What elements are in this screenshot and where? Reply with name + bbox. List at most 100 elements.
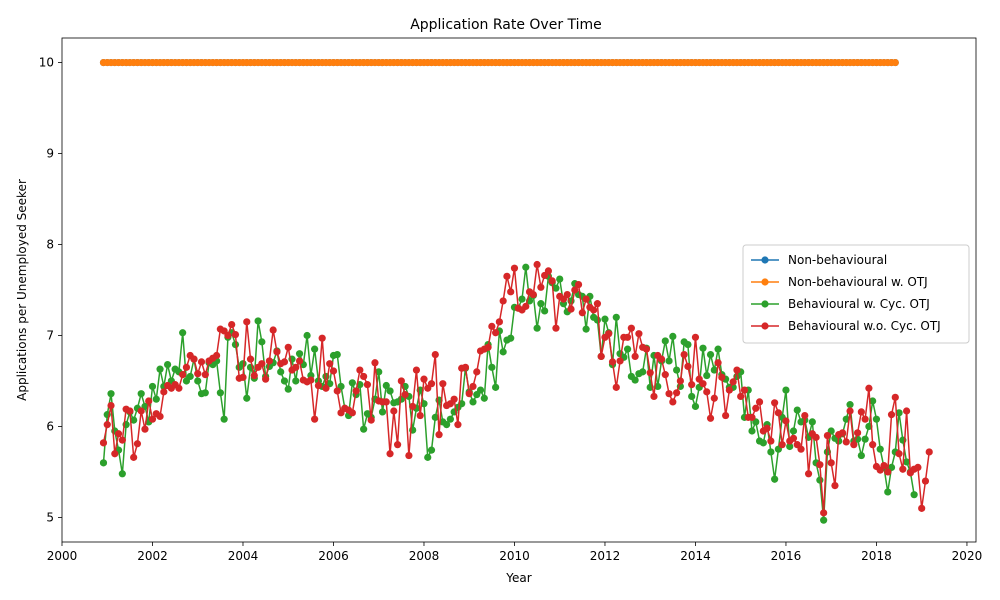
data-point xyxy=(329,367,338,375)
data-point xyxy=(804,470,813,478)
data-point xyxy=(488,363,496,371)
data-point xyxy=(386,387,394,395)
data-point xyxy=(277,368,285,376)
data-point xyxy=(378,408,387,416)
data-point xyxy=(899,465,907,473)
data-point xyxy=(363,381,372,389)
legend: Non-behavioural Non-behavioural w. OTJ Beh… xyxy=(742,244,970,344)
data-point xyxy=(706,414,715,422)
x-tick-label: 2004 xyxy=(228,549,259,563)
data-point xyxy=(827,459,835,467)
data-point xyxy=(280,358,289,366)
y-tick-label: 8 xyxy=(46,238,54,252)
data-point xyxy=(111,450,119,458)
data-point xyxy=(925,448,933,456)
data-point xyxy=(179,371,187,379)
data-point xyxy=(292,363,300,371)
data-point xyxy=(823,431,832,440)
data-point xyxy=(393,441,402,449)
data-point xyxy=(582,295,590,303)
data-point xyxy=(507,288,515,296)
data-point xyxy=(148,382,157,391)
data-point xyxy=(816,461,824,469)
data-point xyxy=(114,430,123,438)
legend-item: Non-behavioural w. OTJ xyxy=(751,275,928,289)
legend-marker xyxy=(761,256,769,264)
data-point xyxy=(284,343,292,351)
data-point xyxy=(431,350,439,359)
data-point xyxy=(243,394,251,402)
data-point xyxy=(231,340,240,349)
data-point xyxy=(118,436,126,444)
data-point xyxy=(186,372,194,381)
data-point xyxy=(492,329,500,337)
data-point xyxy=(239,373,247,381)
data-point xyxy=(676,377,684,385)
data-point xyxy=(179,329,187,337)
data-point xyxy=(850,441,858,449)
data-point xyxy=(360,372,368,381)
data-point xyxy=(182,363,191,371)
series-3 xyxy=(99,260,933,517)
data-point xyxy=(778,441,786,449)
data-point xyxy=(141,425,149,433)
data-point xyxy=(759,439,767,447)
data-point xyxy=(424,453,432,461)
data-point xyxy=(194,377,202,385)
data-point xyxy=(895,450,903,458)
x-tick-label: 2006 xyxy=(318,549,349,563)
data-point xyxy=(133,440,142,448)
data-point xyxy=(616,357,624,365)
data-point xyxy=(710,394,718,402)
data-point xyxy=(427,380,436,388)
data-point xyxy=(593,300,602,308)
data-point xyxy=(412,366,421,374)
data-point xyxy=(876,445,884,453)
data-point xyxy=(265,357,273,365)
data-point xyxy=(891,58,899,67)
data-point xyxy=(152,395,160,403)
data-point xyxy=(420,375,428,383)
data-point xyxy=(427,446,436,454)
data-point xyxy=(608,358,617,366)
data-point xyxy=(673,389,681,397)
data-point xyxy=(725,386,733,394)
legend-item: Behavioural w. Cyc. OTJ xyxy=(751,297,930,311)
data-point xyxy=(356,366,364,374)
data-point xyxy=(145,397,153,405)
data-point xyxy=(688,392,696,401)
data-point xyxy=(921,477,930,485)
data-point xyxy=(454,421,462,429)
x-tick-label: 2002 xyxy=(137,549,168,563)
data-point xyxy=(503,272,511,280)
data-point xyxy=(774,409,783,417)
data-point xyxy=(710,366,718,374)
data-point xyxy=(884,488,892,496)
data-point xyxy=(348,409,356,417)
data-point xyxy=(439,380,447,388)
data-point xyxy=(495,318,503,326)
data-point xyxy=(333,350,341,359)
data-point xyxy=(684,340,692,349)
y-tick-label: 6 xyxy=(46,419,54,433)
data-point xyxy=(605,330,613,338)
data-point xyxy=(469,398,477,406)
data-point xyxy=(831,482,839,490)
data-point xyxy=(627,324,635,332)
data-point xyxy=(476,386,485,394)
data-point xyxy=(307,376,315,384)
data-point xyxy=(107,401,115,410)
data-point xyxy=(220,415,228,423)
data-point xyxy=(416,411,424,420)
data-point xyxy=(880,461,888,470)
data-point xyxy=(571,286,579,294)
data-point xyxy=(450,395,458,403)
data-point xyxy=(691,402,700,411)
data-point xyxy=(103,421,111,429)
data-point xyxy=(714,359,722,367)
data-point xyxy=(318,334,326,342)
data-point xyxy=(597,352,605,361)
data-point xyxy=(148,415,157,423)
data-point xyxy=(718,373,726,381)
data-point xyxy=(137,390,145,398)
